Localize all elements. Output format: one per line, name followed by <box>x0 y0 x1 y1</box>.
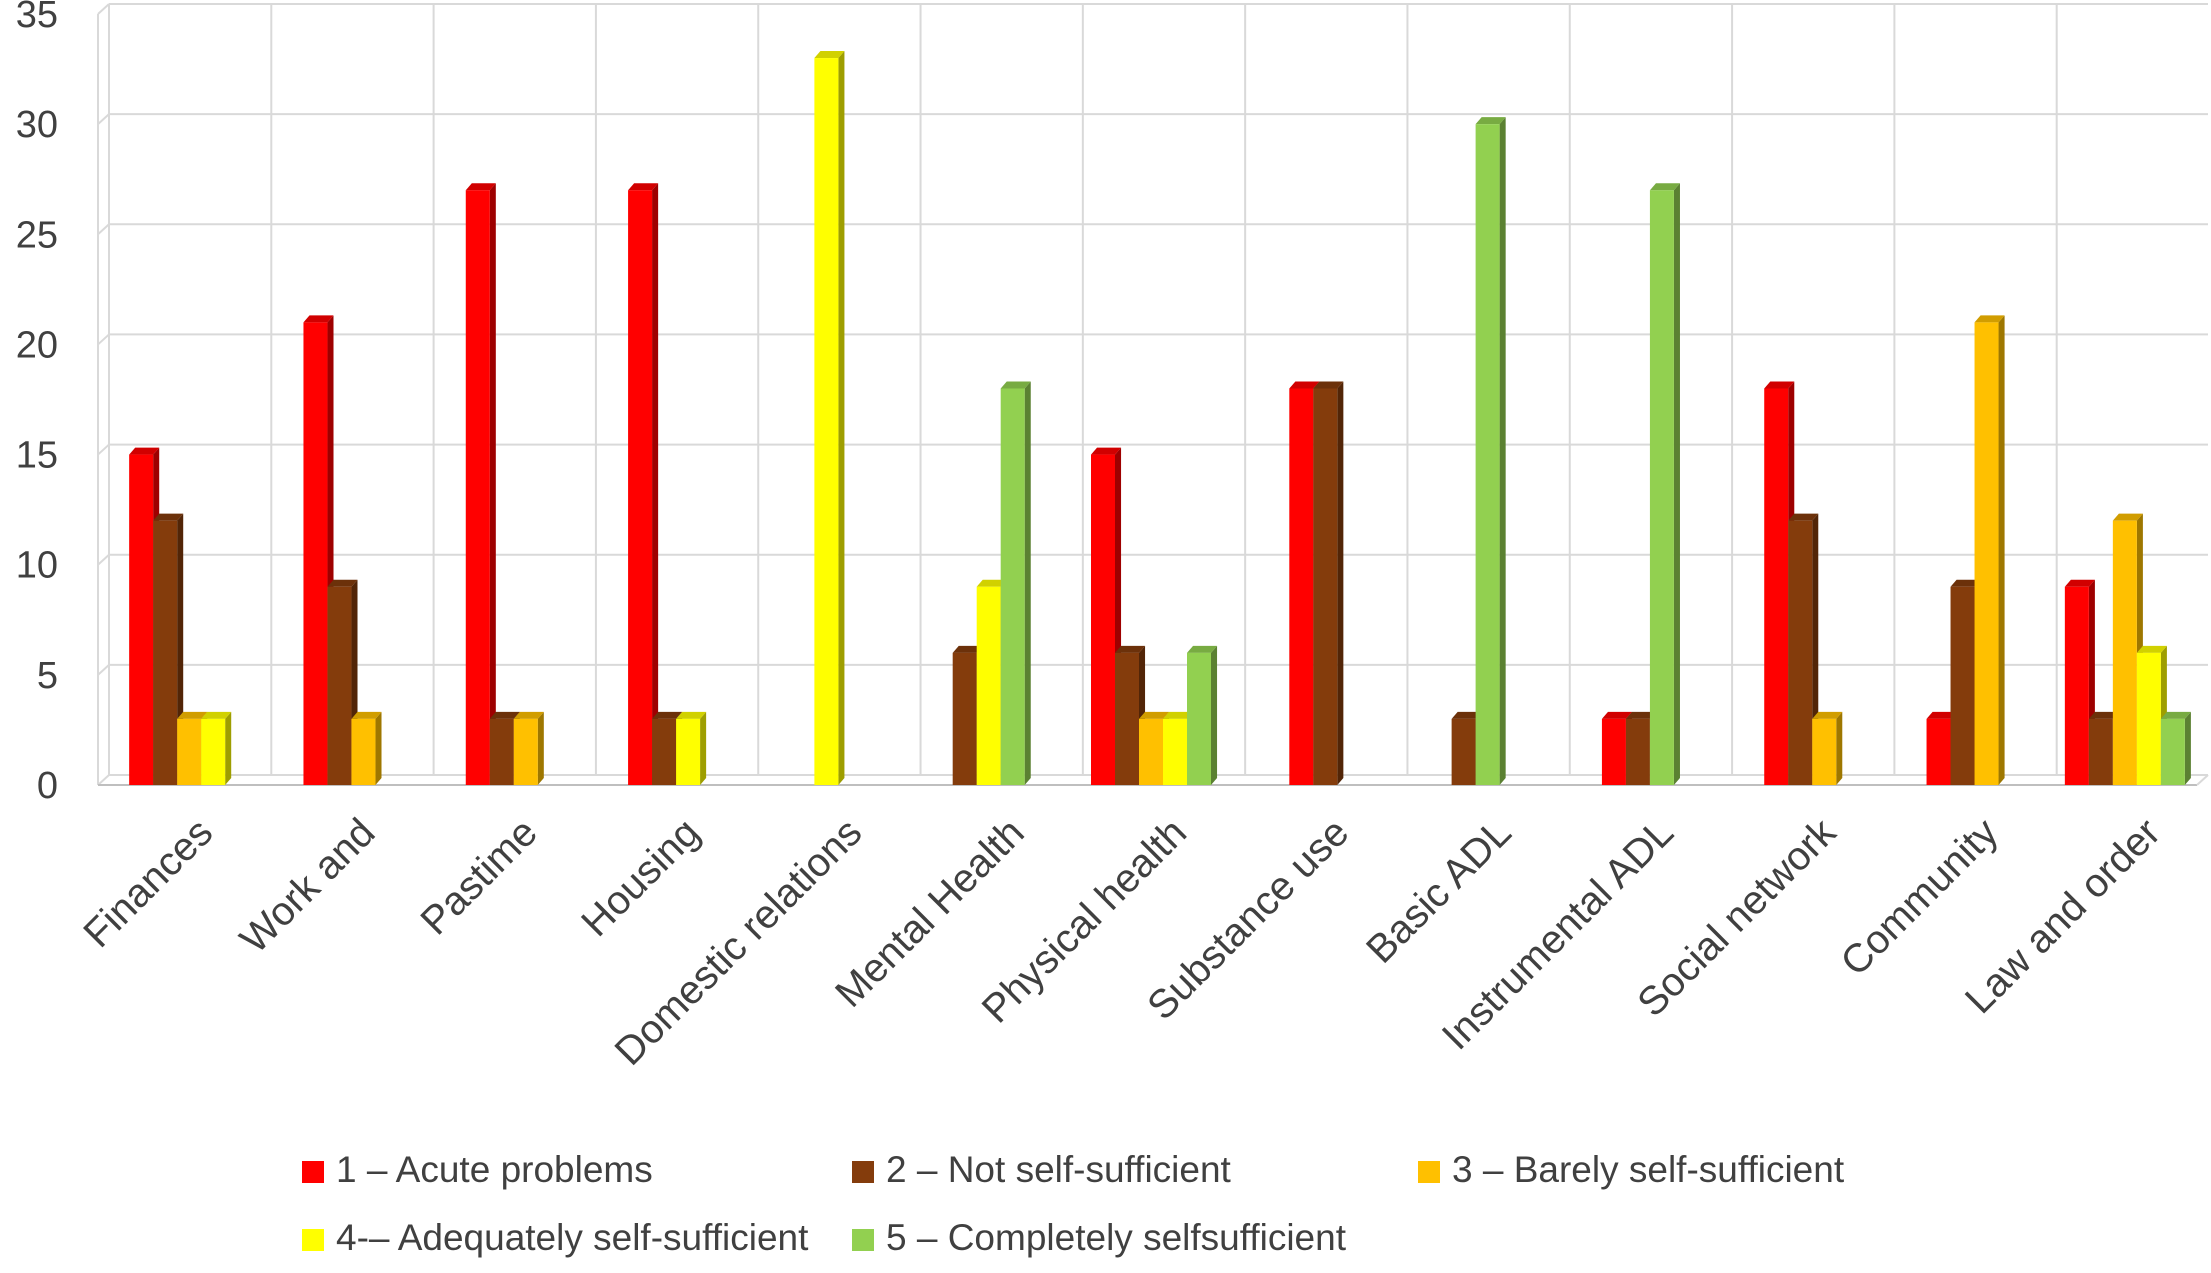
bar-5-9 <box>1649 183 1680 785</box>
x-tick-label: Community <box>1832 810 2006 984</box>
y-tick-label: 20 <box>16 324 58 366</box>
gridline-wall-0 <box>97 774 110 786</box>
gridline-wall-15 <box>97 443 110 456</box>
legend-label: 3 – Barely self-sufficient <box>1452 1149 1845 1190</box>
gridline-wall-30 <box>97 113 110 125</box>
bar-4-3 <box>676 711 707 785</box>
gridline-wall-25 <box>97 223 110 236</box>
bar-5-5 <box>1000 381 1031 785</box>
legend-item-5: 5 – Completely selfsufficient <box>852 1217 1347 1258</box>
legend-label: 4-– Adequately self-sufficient <box>336 1217 809 1258</box>
legend-swatch <box>302 1161 324 1183</box>
legend-swatch <box>1418 1161 1440 1183</box>
y-tick-label: 0 <box>37 765 58 807</box>
grid-layer <box>97 3 2209 786</box>
legend-swatch <box>852 1161 874 1183</box>
gridline-wall-20 <box>97 333 110 346</box>
x-tick-label: Basic ADL <box>1358 810 1520 972</box>
bar-1-2 <box>465 183 496 785</box>
legend-label: 1 – Acute problems <box>336 1149 653 1190</box>
legend-item-2: 2 – Not self-sufficient <box>852 1149 1232 1190</box>
x-tick-label: Housing <box>573 810 708 945</box>
bar-4-0 <box>201 711 232 785</box>
legend-label: 5 – Completely selfsufficient <box>886 1217 1347 1258</box>
bar-4-4 <box>814 51 845 786</box>
bar-2-0 <box>153 513 184 785</box>
y-axis-ticks: 0 5 10 15 20 25 30 35 <box>16 0 58 807</box>
bar-3-2 <box>513 711 544 785</box>
y-tick-label: 35 <box>16 0 58 36</box>
bar-3-11 <box>1974 315 2005 785</box>
y-tick-label: 10 <box>16 545 58 587</box>
bar-5-6 <box>1187 645 1218 785</box>
y-tick-label: 25 <box>16 214 58 256</box>
x-tick-label: Pastime <box>413 810 546 943</box>
y-tick-label: 5 <box>37 655 58 697</box>
gridline-wall-35 <box>97 3 110 15</box>
bar-5-12 <box>2160 711 2191 785</box>
legend-item-1: 1 – Acute problems <box>302 1149 653 1190</box>
floor-edge <box>2196 774 2209 786</box>
bar-1-12 <box>2064 579 2095 785</box>
x-tick-label: Finances <box>75 810 221 956</box>
legend-item-3: 3 – Barely self-sufficient <box>1418 1149 1845 1190</box>
y-tick-label: 15 <box>16 435 58 477</box>
bar-1-3 <box>628 183 659 785</box>
legend-swatch <box>302 1229 324 1251</box>
legend-swatch <box>852 1229 874 1251</box>
bar-3-12 <box>2112 513 2143 785</box>
legend: 1 – Acute problems 2 – Not self-sufficien… <box>302 1149 1845 1258</box>
bar-layer <box>129 51 2191 786</box>
bar-5-8 <box>1475 117 1506 785</box>
bar-2-6 <box>1115 645 1146 785</box>
gridline-wall-10 <box>97 553 110 566</box>
gridline-wall-5 <box>97 664 110 676</box>
x-tick-label: Work and <box>232 810 384 962</box>
bar-3-10 <box>1812 711 1843 785</box>
legend-label: 2 – Not self-sufficient <box>886 1149 1232 1190</box>
y-tick-label: 30 <box>16 104 58 146</box>
legend-item-4: 4-– Adequately self-sufficient <box>302 1217 809 1258</box>
bar-2-7 <box>1313 381 1344 785</box>
bar-3-1 <box>351 711 382 785</box>
